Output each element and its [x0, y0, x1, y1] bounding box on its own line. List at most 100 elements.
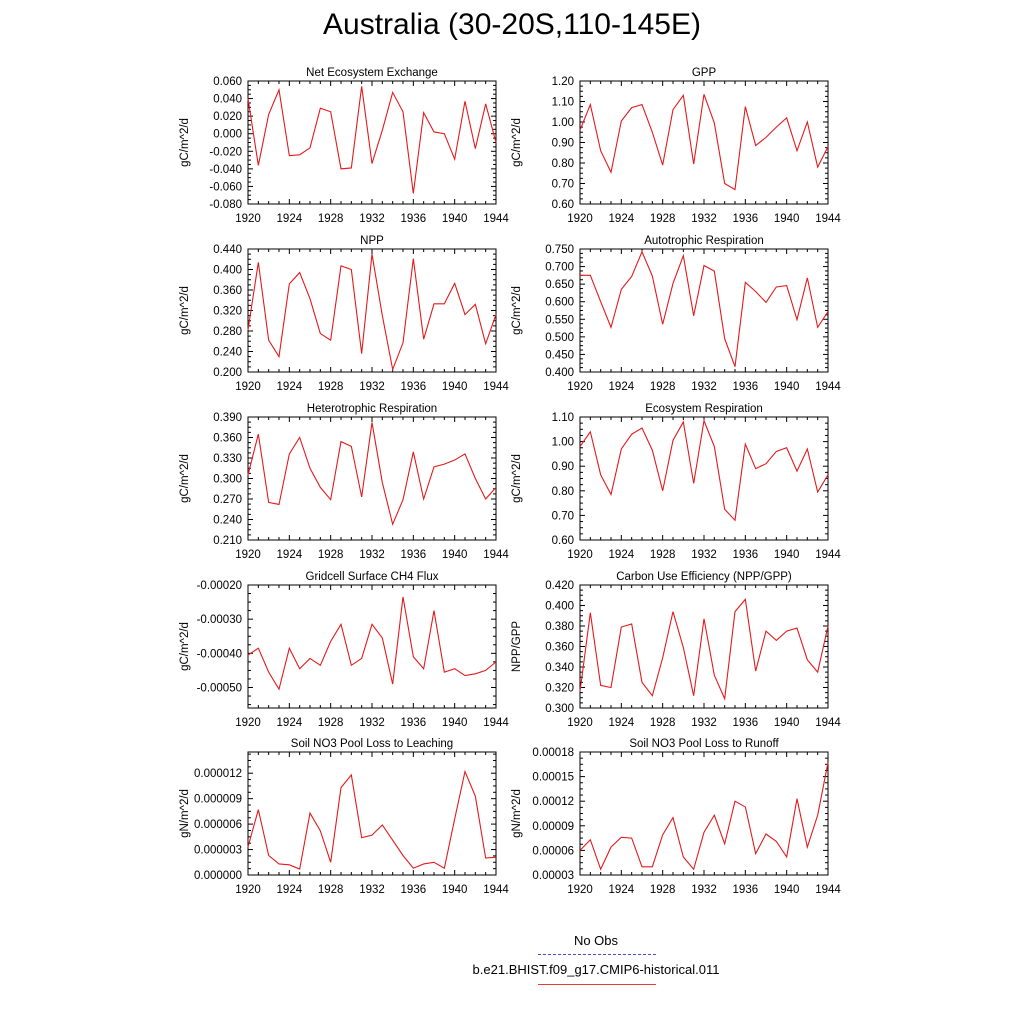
- y-tick-label: 0.200: [213, 367, 242, 379]
- y-tick-label: 0.390: [213, 412, 242, 424]
- x-tick-label: 1936: [733, 549, 759, 561]
- y-tick-label: 0.750: [545, 244, 574, 256]
- y-tick-label: -0.00030: [197, 614, 242, 626]
- y-tick-label: -0.00040: [197, 648, 242, 660]
- y-tick-label: 0.340: [545, 662, 574, 674]
- panel-5: Heterotrophic Respiration gC/m^2/d 1920 192…: [179, 403, 509, 561]
- x-tick-label: 1932: [691, 717, 717, 729]
- y-tick-label: 0.020: [213, 111, 242, 123]
- y-tick-label: 0.00009: [532, 821, 574, 833]
- y-tick-label: 0.280: [213, 326, 242, 338]
- y-tick-label: 0.90: [552, 138, 574, 150]
- x-tick-label: 1940: [774, 884, 800, 896]
- panel-4: Autotrophic Respiration gC/m^2/d 1920 1924 1…: [511, 235, 841, 393]
- series-line: [579, 598, 829, 701]
- x-tick-label: 1920: [567, 549, 593, 561]
- x-tick-label: 1928: [650, 549, 676, 561]
- y-tick-label: -0.00050: [197, 683, 242, 695]
- panel-6: Ecosystem Respiration gC/m^2/d 1920 1924 192…: [511, 403, 841, 561]
- panel-title: Net Ecosystem Exchange: [306, 67, 438, 79]
- y-tick-label: 0.60: [552, 199, 574, 211]
- series-line: [247, 86, 497, 194]
- x-tick-label: 1944: [815, 213, 841, 225]
- y-tick-label: 0.000: [213, 129, 242, 141]
- y-tick-label: 0.040: [213, 94, 242, 106]
- y-tick-label: 0.00018: [532, 747, 574, 759]
- panel-1: Net Ecosystem Exchange gC/m^2/d 1920 1924 19…: [179, 67, 509, 225]
- x-tick-label: 1920: [235, 884, 261, 896]
- x-tick-label: 1924: [609, 549, 635, 561]
- panel-title: NPP: [360, 235, 384, 247]
- y-tick-label: 1.10: [552, 412, 574, 424]
- y-tick-label: 0.000003: [194, 845, 242, 857]
- panel-title: Gridcell Surface CH4 Flux: [306, 571, 439, 583]
- x-tick-label: 1936: [733, 884, 759, 896]
- x-tick-label: 1920: [235, 213, 261, 225]
- x-tick-label: 1936: [733, 213, 759, 225]
- y-tick-label: 1.20: [552, 76, 574, 88]
- y-tick-label: 0.240: [213, 347, 242, 359]
- y-tick-label: 0.210: [213, 535, 242, 547]
- panel-8: Carbon Use Efficiency (NPP/GPP) NPP/GPP 19…: [511, 571, 841, 729]
- x-tick-label: 1944: [483, 549, 509, 561]
- panel-10: Soil NO3 Pool Loss to Runoff gN/m^2/d 1920…: [511, 738, 841, 896]
- series-line: [579, 762, 829, 871]
- y-tick-label: 0.80: [552, 486, 574, 498]
- x-tick-label: 1924: [609, 717, 635, 729]
- panel-title: Ecosystem Respiration: [645, 403, 763, 415]
- x-tick-label: 1944: [815, 381, 841, 393]
- series-line: [247, 769, 497, 870]
- y-tick-label: 0.70: [552, 179, 574, 191]
- x-tick-label: 1932: [691, 884, 717, 896]
- y-axis-label: gC/m^2/d: [179, 118, 191, 167]
- plot-frame: [247, 80, 497, 205]
- y-tick-label: 0.300: [213, 474, 242, 486]
- x-tick-label: 1924: [609, 381, 635, 393]
- y-tick-label: 0.400: [213, 265, 242, 277]
- plot-frame: [579, 751, 829, 876]
- panel-title: Soil NO3 Pool Loss to Runoff: [629, 738, 779, 750]
- panel-title: Heterotrophic Respiration: [307, 403, 437, 415]
- x-tick-label: 1932: [691, 213, 717, 225]
- y-tick-label: 0.400: [545, 367, 574, 379]
- x-tick-label: 1944: [483, 213, 509, 225]
- panel-9: Soil NO3 Pool Loss to Leaching gN/m^2/d 19…: [179, 738, 509, 896]
- y-tick-label: 0.270: [213, 494, 242, 506]
- y-axis-label: gC/m^2/d: [511, 286, 523, 335]
- series-line: [247, 422, 497, 527]
- y-axis-label: gC/m^2/d: [179, 454, 191, 503]
- y-tick-label: 0.380: [545, 621, 574, 633]
- legend-label-model: b.e21.BHIST.f09_g17.CMIP6-historical.011: [472, 962, 720, 977]
- panel-2: GPP gC/m^2/d 1920 1924 1928 1932 1936 1940 1944 0…: [511, 67, 841, 225]
- x-tick-label: 1928: [650, 717, 676, 729]
- y-tick-label: 0.240: [213, 515, 242, 527]
- y-tick-label: 0.00012: [532, 796, 574, 808]
- panel-7: Gridcell Surface CH4 Flux gC/m^2/d 1920 192…: [179, 571, 509, 729]
- y-tick-label: 0.000006: [194, 819, 242, 831]
- y-tick-label: 0.600: [545, 297, 574, 309]
- y-tick-label: -0.040: [209, 164, 242, 176]
- x-tick-label: 1944: [815, 717, 841, 729]
- y-tick-label: 1.00: [552, 437, 574, 449]
- x-tick-label: 1936: [401, 549, 427, 561]
- y-tick-label: -0.020: [209, 146, 242, 158]
- y-tick-label: 0.420: [545, 580, 574, 592]
- x-tick-label: 1940: [774, 549, 800, 561]
- y-tick-label: 0.90: [552, 461, 574, 473]
- panel-3: NPP gC/m^2/d 1920 1924 1928 1932 1936 1940 1944 0…: [179, 235, 509, 393]
- legend-line-model: [538, 984, 656, 985]
- x-tick-label: 1928: [318, 381, 344, 393]
- y-tick-label: 0.000009: [194, 794, 242, 806]
- x-tick-label: 1924: [277, 717, 303, 729]
- x-tick-label: 1936: [401, 884, 427, 896]
- x-tick-label: 1936: [401, 381, 427, 393]
- plot-frame: [579, 416, 829, 541]
- x-tick-label: 1920: [567, 213, 593, 225]
- x-tick-label: 1940: [774, 717, 800, 729]
- y-tick-label: 0.70: [552, 510, 574, 522]
- x-tick-label: 1924: [277, 884, 303, 896]
- x-tick-label: 1920: [235, 717, 261, 729]
- page-title: Australia (30-20S,110-145E): [323, 8, 701, 41]
- y-tick-label: -0.080: [209, 199, 242, 211]
